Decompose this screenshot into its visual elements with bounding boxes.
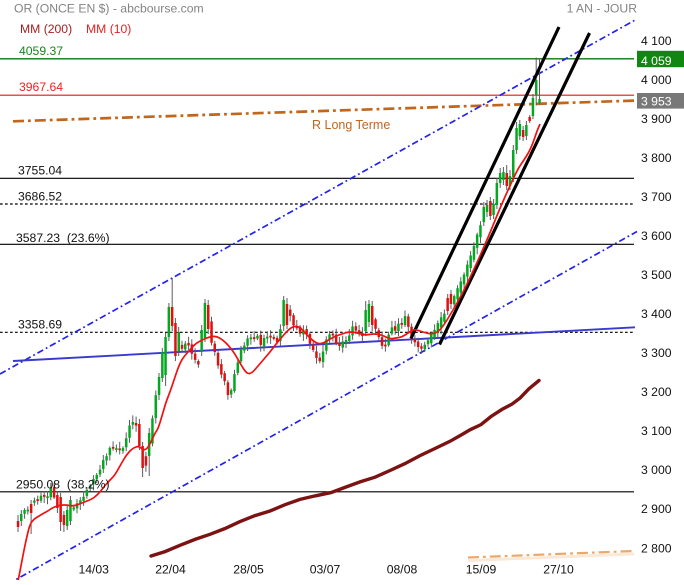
svg-text:3 700: 3 700 — [641, 190, 672, 204]
svg-text:MM (200): MM (200) — [20, 22, 72, 36]
svg-text:4 100: 4 100 — [641, 34, 672, 48]
svg-text:15/09: 15/09 — [466, 562, 497, 576]
svg-text:3 500: 3 500 — [641, 268, 672, 282]
svg-text:3686.52: 3686.52 — [18, 190, 62, 204]
svg-text:3 900: 3 900 — [641, 112, 672, 126]
svg-text:2 800: 2 800 — [641, 541, 672, 555]
svg-text:3 100: 3 100 — [641, 424, 672, 438]
svg-text:03/07: 03/07 — [310, 562, 341, 576]
svg-text:R Long Terme: R Long Terme — [312, 118, 390, 132]
svg-text:4059.37: 4059.37 — [19, 44, 63, 58]
svg-text:3 600: 3 600 — [641, 229, 672, 243]
svg-text:22/04: 22/04 — [155, 562, 186, 576]
svg-text:3 200: 3 200 — [641, 385, 672, 399]
svg-text:27/10: 27/10 — [543, 562, 574, 576]
svg-text:08/08: 08/08 — [387, 562, 418, 576]
svg-text:MM (10): MM (10) — [86, 22, 131, 36]
svg-text:3358.69: 3358.69 — [18, 317, 62, 331]
svg-text:3587.23 (23.6%): 3587.23 (23.6%) — [16, 231, 110, 245]
svg-text:OR (ONCE EN $) - abcbourse.com: OR (ONCE EN $) - abcbourse.com — [14, 2, 204, 16]
svg-text:3 000: 3 000 — [641, 463, 672, 477]
svg-text:2 900: 2 900 — [641, 502, 672, 516]
svg-text:4 059: 4 059 — [641, 54, 672, 68]
svg-text:3967.64: 3967.64 — [19, 80, 63, 94]
svg-text:3 400: 3 400 — [641, 307, 672, 321]
svg-text:4 000: 4 000 — [641, 73, 672, 87]
svg-text:3 300: 3 300 — [641, 346, 672, 360]
svg-text:3755.04: 3755.04 — [18, 163, 62, 177]
svg-text:14/03: 14/03 — [78, 562, 109, 576]
svg-text:3 800: 3 800 — [641, 151, 672, 165]
svg-text:3 953: 3 953 — [641, 95, 672, 109]
svg-text:1 AN - JOUR: 1 AN - JOUR — [567, 2, 638, 16]
svg-text:28/05: 28/05 — [233, 562, 264, 576]
svg-text:2950.08 (38.2%): 2950.08 (38.2%) — [16, 477, 110, 491]
